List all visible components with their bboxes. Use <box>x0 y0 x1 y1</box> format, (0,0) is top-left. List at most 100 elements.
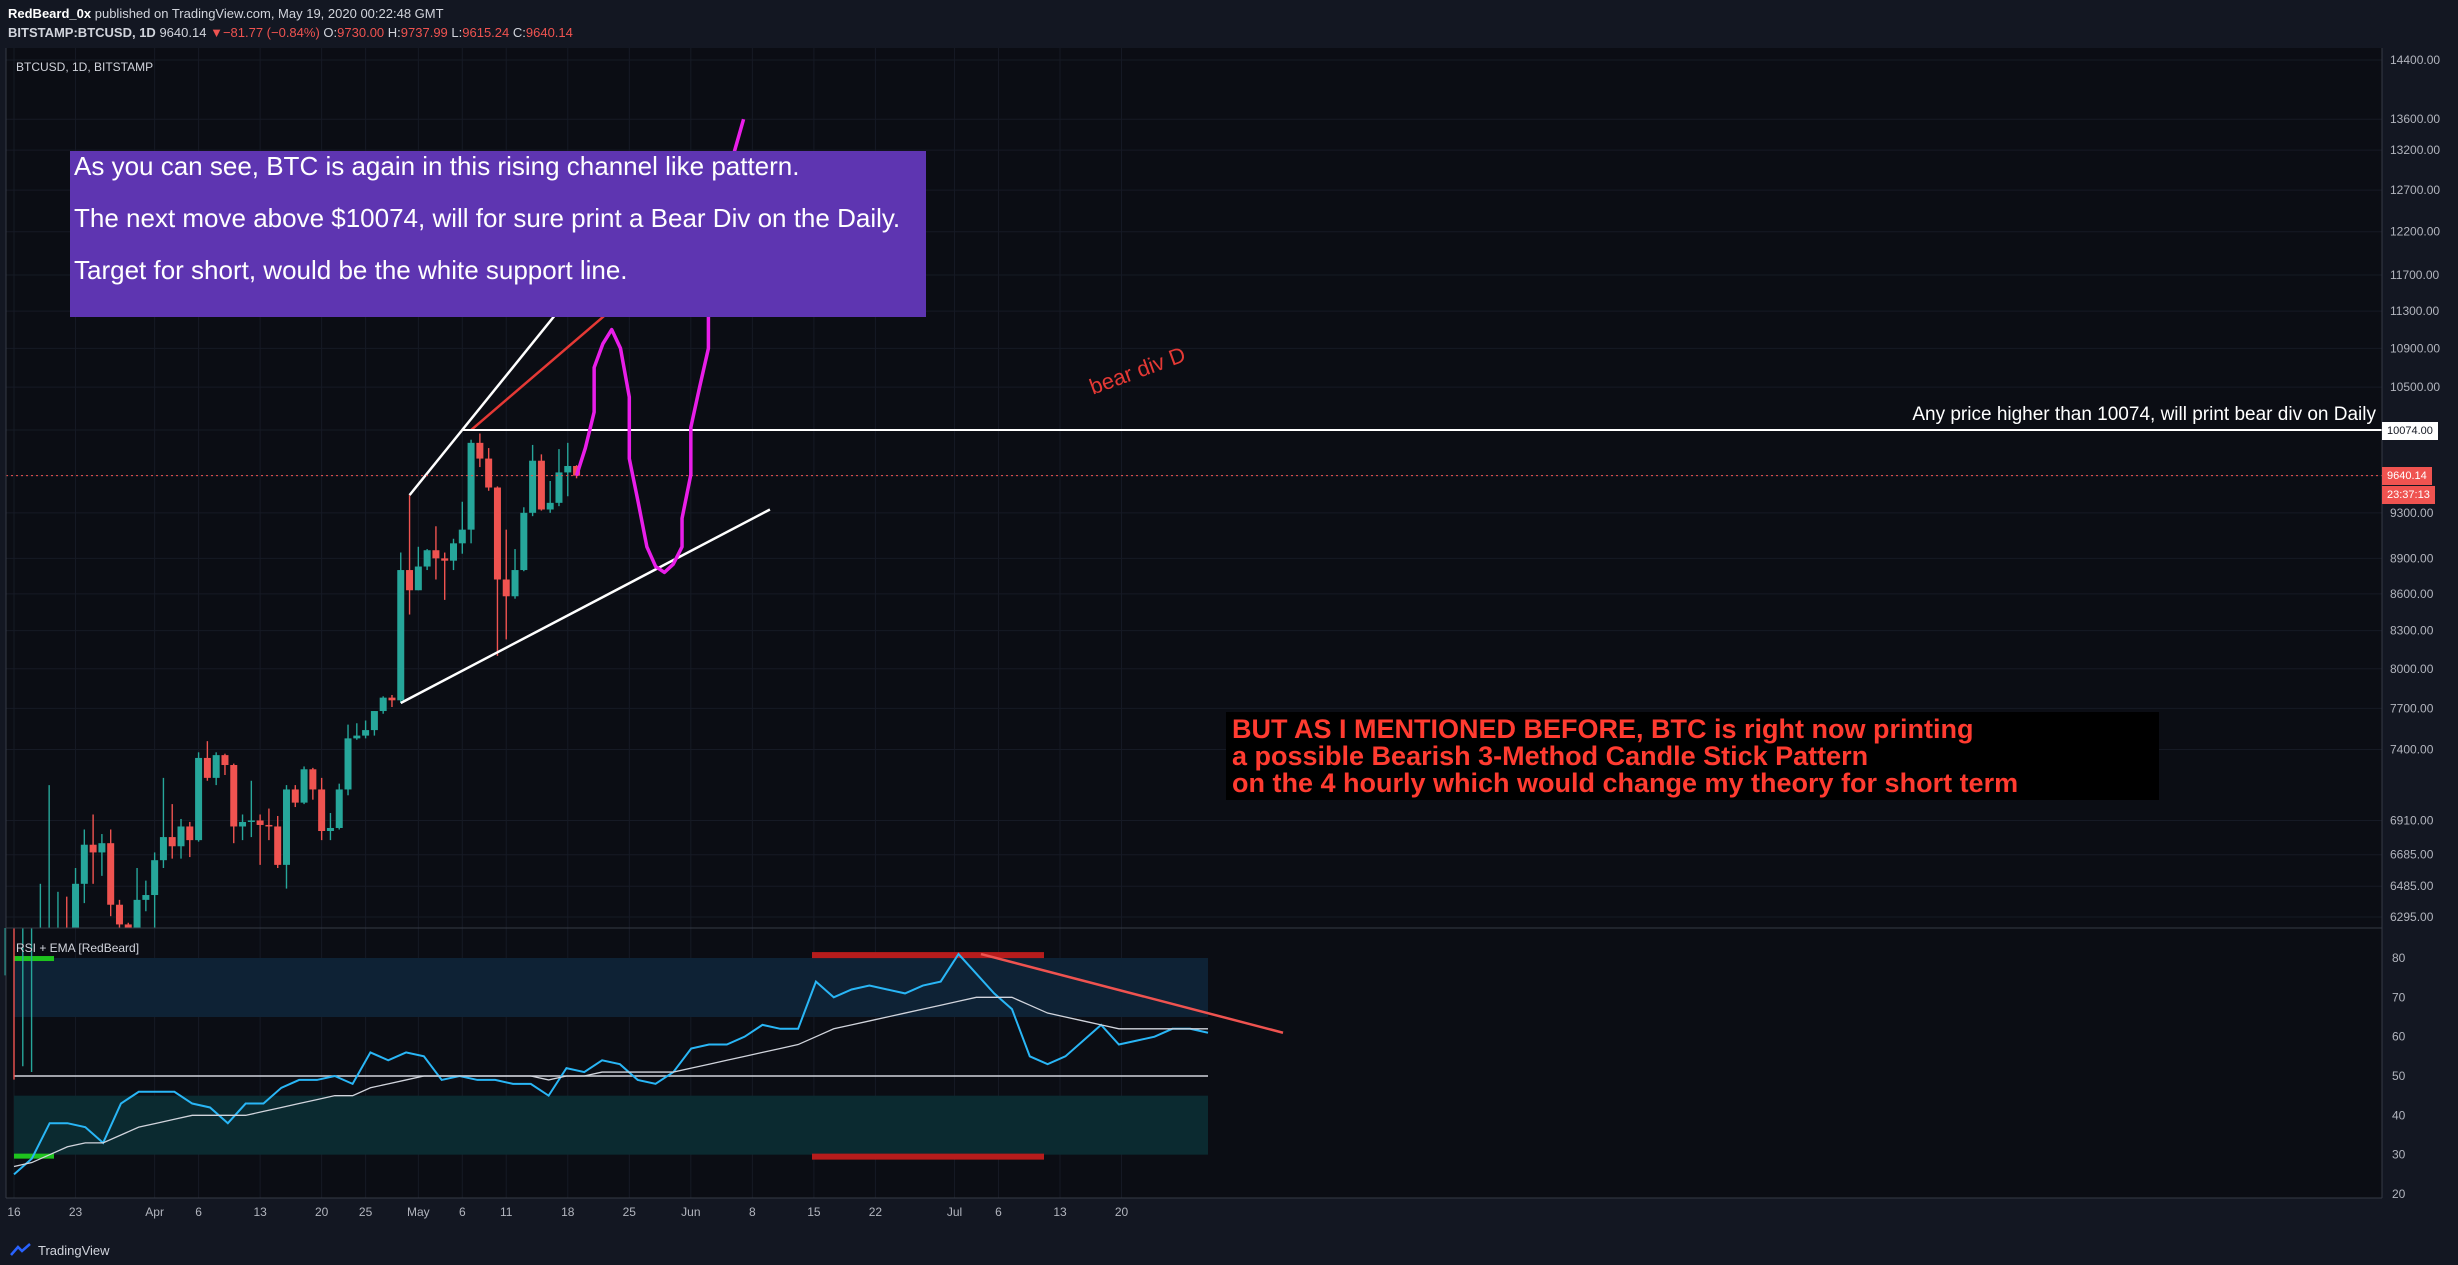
time-axis-label: 25 <box>623 1205 637 1219</box>
low-value: 9615.24 <box>462 25 510 40</box>
candle-body <box>362 730 370 736</box>
countdown-badge: 23:37:13 <box>2382 486 2435 504</box>
candle-body <box>502 579 510 597</box>
annotation-line: a possible Bearish 3-Method Candle Stick… <box>1232 741 1869 771</box>
price-axis-label: 7400.00 <box>2390 743 2434 757</box>
price-axis-label: 7700.00 <box>2390 701 2434 715</box>
tradingview-brand[interactable]: TradingView <box>38 1243 110 1258</box>
candle-body <box>379 697 387 712</box>
time-axis-label: 11 <box>500 1205 513 1219</box>
black-annotation-box[interactable]: BUT AS I MENTIONED BEFORE, BTC is right … <box>1226 712 2159 800</box>
rsi-axis-label: 50 <box>2392 1069 2406 1083</box>
candle-body <box>115 904 123 925</box>
candle-body <box>564 466 572 473</box>
candle-body <box>159 837 167 861</box>
symbol-label: BITSTAMP:BTCUSD, 1D <box>8 25 156 40</box>
candle-body <box>151 860 159 896</box>
candle-body <box>274 826 282 865</box>
candle-body <box>230 765 238 827</box>
rsi-axis-label: 60 <box>2392 1030 2406 1044</box>
candle-body <box>344 738 352 790</box>
publish-info: RedBeard_0x published on TradingView.com… <box>8 6 444 21</box>
candle-body <box>203 757 211 778</box>
price-axis-label: 6685.00 <box>2390 848 2434 862</box>
price-axis-label: 8300.00 <box>2390 624 2434 638</box>
candle-body <box>458 529 466 544</box>
open-value: 9730.00 <box>337 25 385 40</box>
price-axis-label: 14400.00 <box>2390 53 2440 67</box>
author-name[interactable]: RedBeard_0x <box>8 6 92 21</box>
time-axis-label: 18 <box>561 1205 575 1219</box>
candle-body <box>124 924 132 928</box>
price-axis-label: 8000.00 <box>2390 662 2434 676</box>
price-axis-label: 6910.00 <box>2390 813 2434 827</box>
price-axis-label: 12700.00 <box>2390 183 2440 197</box>
annotation-line: BUT AS I MENTIONED BEFORE, BTC is right … <box>1232 714 1974 744</box>
candle-body <box>72 883 80 928</box>
price-axis-label: 10500.00 <box>2390 380 2440 394</box>
rsi-axis-label: 20 <box>2392 1187 2406 1201</box>
price-axis-label: 13200.00 <box>2390 143 2440 157</box>
time-axis-label: 20 <box>1115 1205 1129 1219</box>
candle-body <box>467 442 475 530</box>
candle-body <box>441 558 449 561</box>
rsi-oversold-band <box>14 1095 1208 1155</box>
annotation-line: As you can see, BTC is again in this ris… <box>74 151 800 181</box>
candle-body <box>370 711 378 731</box>
rsi-signal-bar <box>812 1153 1044 1160</box>
time-axis-label: 6 <box>195 1205 202 1219</box>
rsi-signal-bar <box>812 952 1044 959</box>
tradingview-logo-icon[interactable] <box>10 1243 32 1257</box>
candle-body <box>239 821 247 827</box>
publish-date: published on TradingView.com, May 19, 20… <box>94 6 444 21</box>
low-label: L: <box>451 25 463 40</box>
candle-body <box>520 512 528 571</box>
candle-body <box>186 826 194 841</box>
candle-body <box>256 820 264 825</box>
candle-body <box>537 460 545 510</box>
time-axis-label: 13 <box>1053 1205 1067 1219</box>
level-price-badge: 10074.00 <box>2382 422 2438 440</box>
candle-body <box>98 843 106 853</box>
chart-svg[interactable]: 14400.00 13600.00 13200.00 12700.00 12200.00… <box>0 0 2458 1236</box>
ema-line <box>13 996 1208 1168</box>
candle-body <box>168 837 176 847</box>
rsi-axis-label: 40 <box>2392 1108 2406 1122</box>
candle-body <box>80 844 88 884</box>
time-axis-label: 13 <box>253 1205 267 1219</box>
candle-body <box>450 543 457 561</box>
candle-body <box>300 769 308 803</box>
time-axis-label: 15 <box>807 1205 821 1219</box>
candle-body <box>335 789 343 828</box>
down-arrow-icon: ▼ <box>210 25 223 40</box>
candle-body <box>133 899 141 928</box>
annotation-line: Target for short, would be the white sup… <box>74 255 628 285</box>
candle-body <box>476 442 484 459</box>
candle-body <box>511 570 519 597</box>
candle-body <box>397 570 405 701</box>
candle-body <box>195 757 203 841</box>
open-label: O: <box>323 25 338 40</box>
time-axis-label: 23 <box>69 1205 83 1219</box>
last-price: 9640.14 <box>159 25 207 40</box>
bear-div-line <box>470 301 622 431</box>
price-axis-label: 8900.00 <box>2390 551 2434 565</box>
candle-body <box>221 755 229 766</box>
annotation-line: The next move above $10074, will for sur… <box>74 203 901 233</box>
candle-body <box>247 820 255 822</box>
time-axis-label: 6 <box>995 1205 1002 1219</box>
purple-annotation-box[interactable]: As you can see, BTC is again in this ris… <box>70 151 926 317</box>
candle-body <box>326 827 334 832</box>
candle-body <box>414 566 422 591</box>
candle-body <box>89 844 97 853</box>
rsi-indicator-title[interactable]: RSI + EMA [RedBeard] <box>16 941 140 955</box>
time-axis-label: 16 <box>7 1205 21 1219</box>
candle-body <box>529 460 537 513</box>
price-axis-label: 12200.00 <box>2390 225 2440 239</box>
high-label: H: <box>387 25 401 40</box>
rsi-divergence-line <box>980 952 1284 1034</box>
candle-body <box>318 789 326 832</box>
candle-body <box>142 895 150 900</box>
footer-bar: TradingView <box>0 1236 2458 1265</box>
candle-body <box>485 458 493 488</box>
